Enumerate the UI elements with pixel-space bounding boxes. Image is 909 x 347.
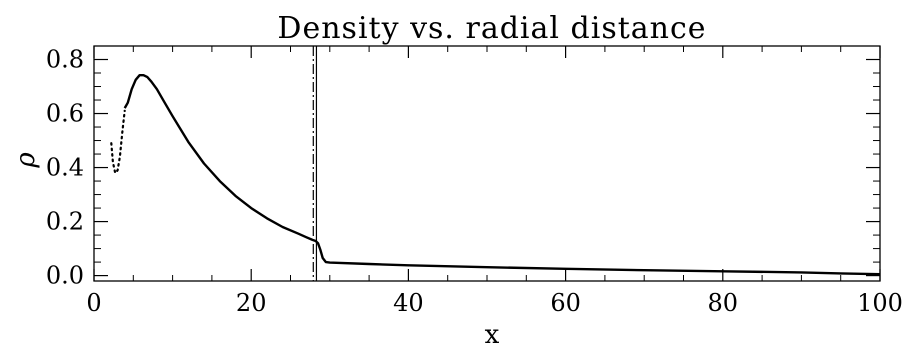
data-series	[110, 73, 881, 276]
density-curve	[123, 73, 881, 276]
x-tick-label: 80	[708, 289, 739, 317]
axis-tick-labels: 0 20 40 60 80 100 0.0 0.2 0.4 0.6 0.8	[46, 46, 903, 317]
y-tick-label: 0.2	[46, 208, 84, 236]
x-tick-label: 0	[86, 289, 101, 317]
x-tick-label: 20	[236, 289, 267, 317]
y-tick-label: 0.4	[46, 154, 84, 182]
y-tick-label: 0.6	[46, 100, 84, 128]
marker-lines	[312, 46, 318, 281]
y-tick-label: 0.0	[46, 262, 84, 290]
axis-ticks	[93, 46, 881, 281]
density-curve-dotted	[110, 109, 126, 175]
x-tick-label: 100	[857, 289, 903, 317]
x-tick-label: 40	[393, 289, 424, 317]
plot-frame	[93, 45, 881, 282]
y-axis-label: ρ	[11, 152, 41, 169]
x-axis-label: x	[485, 320, 500, 347]
x-tick-label: 60	[550, 289, 581, 317]
chart-title: Density vs. radial distance	[277, 11, 706, 46]
y-tick-label: 0.8	[46, 46, 84, 74]
